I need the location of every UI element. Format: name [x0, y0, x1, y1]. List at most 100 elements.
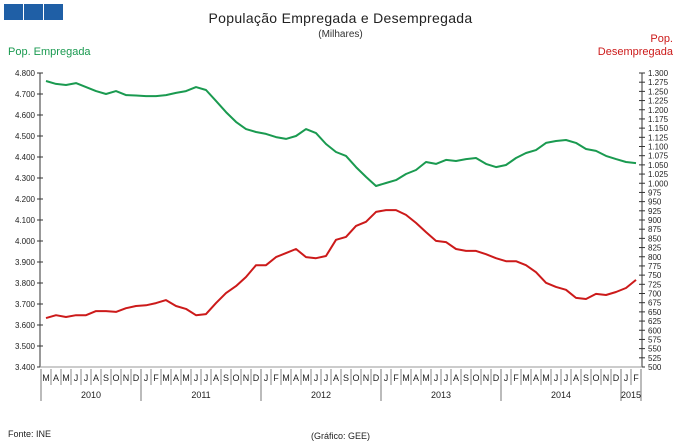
year-label: 2011: [191, 390, 210, 400]
month-tick-label: D: [133, 373, 140, 383]
month-tick-label: A: [173, 373, 179, 383]
month-tick-label: F: [513, 373, 519, 383]
month-tick-label: J: [384, 373, 389, 383]
month-tick-label: O: [112, 373, 119, 383]
month-tick-label: F: [393, 373, 399, 383]
month-tick-label: O: [232, 373, 239, 383]
right-tick-label: 1.050: [648, 161, 669, 170]
right-tick-label: 1.175: [648, 115, 669, 124]
right-tick-label: 875: [648, 225, 662, 234]
month-tick-label: D: [493, 373, 500, 383]
logo-block: [44, 4, 63, 20]
right-tick-label: 625: [648, 317, 662, 326]
month-tick-label: M: [162, 373, 170, 383]
month-tick-label: J: [444, 373, 449, 383]
month-tick-label: A: [93, 373, 99, 383]
right-tick-label: 575: [648, 335, 662, 344]
left-tick-label: 4.800: [15, 69, 36, 78]
month-tick-label: J: [204, 373, 209, 383]
month-tick-label: D: [253, 373, 260, 383]
left-tick-label: 4.000: [15, 237, 36, 246]
month-tick-label: A: [53, 373, 59, 383]
left-tick-label: 3.700: [15, 300, 36, 309]
month-tick-label: A: [213, 373, 219, 383]
year-label: 2015: [621, 390, 641, 400]
month-tick-label: F: [153, 373, 159, 383]
right-tick-label: 750: [648, 271, 662, 280]
left-tick-label: 4.600: [15, 111, 36, 120]
month-tick-label: D: [373, 373, 380, 383]
right-tick-label: 525: [648, 354, 662, 363]
month-tick-label: N: [123, 373, 130, 383]
month-tick-label: A: [453, 373, 459, 383]
right-tick-label: 1.300: [648, 69, 669, 78]
month-tick-label: J: [314, 373, 319, 383]
right-tick-label: 975: [648, 188, 662, 197]
month-tick-label: M: [402, 373, 410, 383]
month-tick-label: M: [42, 373, 50, 383]
chart-title: População Empregada e Desempregada: [208, 10, 473, 26]
right-tick-label: 1.200: [648, 106, 669, 115]
month-tick-label: S: [103, 373, 109, 383]
right-tick-label: 700: [648, 290, 662, 299]
year-label: 2013: [431, 390, 451, 400]
month-tick-label: D: [613, 373, 620, 383]
month-tick-label: N: [603, 373, 610, 383]
credit-note: (Gráfico: GEE): [310, 431, 370, 441]
left-tick-label: 4.100: [15, 216, 36, 225]
left-axis-label: Pop. Empregada: [8, 46, 91, 58]
right-tick-label: 950: [648, 198, 662, 207]
right-tick-label: 1.150: [648, 124, 669, 133]
month-tick-label: O: [472, 373, 479, 383]
month-tick-label: N: [243, 373, 250, 383]
left-tick-label: 3.800: [15, 279, 36, 288]
month-tick-label: N: [483, 373, 490, 383]
month-tick-label: O: [352, 373, 359, 383]
right-tick-label: 825: [648, 244, 662, 253]
month-tick-label: J: [194, 373, 199, 383]
right-tick-label: 1.125: [648, 133, 669, 142]
logo-block: [24, 4, 43, 20]
month-tick-label: M: [62, 373, 70, 383]
left-tick-label: 4.400: [15, 153, 36, 162]
left-tick-label: 4.200: [15, 195, 36, 204]
month-tick-label: A: [293, 373, 299, 383]
left-tick-label: 3.500: [15, 342, 36, 351]
left-tick-label: 4.500: [15, 132, 36, 141]
month-tick-label: J: [554, 373, 559, 383]
left-tick-label: 3.400: [15, 363, 36, 372]
right-tick-label: 725: [648, 280, 662, 289]
month-tick-label: J: [434, 373, 439, 383]
year-label: 2012: [311, 390, 331, 400]
left-tick-label: 4.300: [15, 174, 36, 183]
month-tick-label: A: [533, 373, 539, 383]
month-tick-label: M: [282, 373, 290, 383]
month-tick-label: J: [324, 373, 329, 383]
right-axis-label: Pop. Desempregada: [563, 33, 673, 59]
right-tick-label: 675: [648, 299, 662, 308]
month-tick-label: S: [583, 373, 589, 383]
month-tick-label: O: [592, 373, 599, 383]
right-tick-label: 1.025: [648, 170, 669, 179]
month-tick-label: J: [144, 373, 149, 383]
month-tick-label: J: [264, 373, 269, 383]
month-tick-label: M: [422, 373, 430, 383]
right-tick-label: 1.100: [648, 143, 669, 152]
month-tick-label: J: [84, 373, 89, 383]
right-tick-label: 1.075: [648, 152, 669, 161]
month-tick-label: S: [223, 373, 229, 383]
left-tick-label: 4.700: [15, 90, 36, 99]
month-tick-label: A: [573, 373, 579, 383]
month-tick-label: S: [463, 373, 469, 383]
month-tick-label: J: [624, 373, 629, 383]
month-tick-label: S: [343, 373, 349, 383]
source-note: Fonte: INE: [8, 429, 52, 439]
right-tick-label: 550: [648, 345, 662, 354]
right-tick-label: 850: [648, 234, 662, 243]
right-tick-label: 1.225: [648, 97, 669, 106]
logo-block: [4, 4, 23, 20]
year-label: 2014: [551, 390, 571, 400]
month-tick-label: M: [522, 373, 530, 383]
